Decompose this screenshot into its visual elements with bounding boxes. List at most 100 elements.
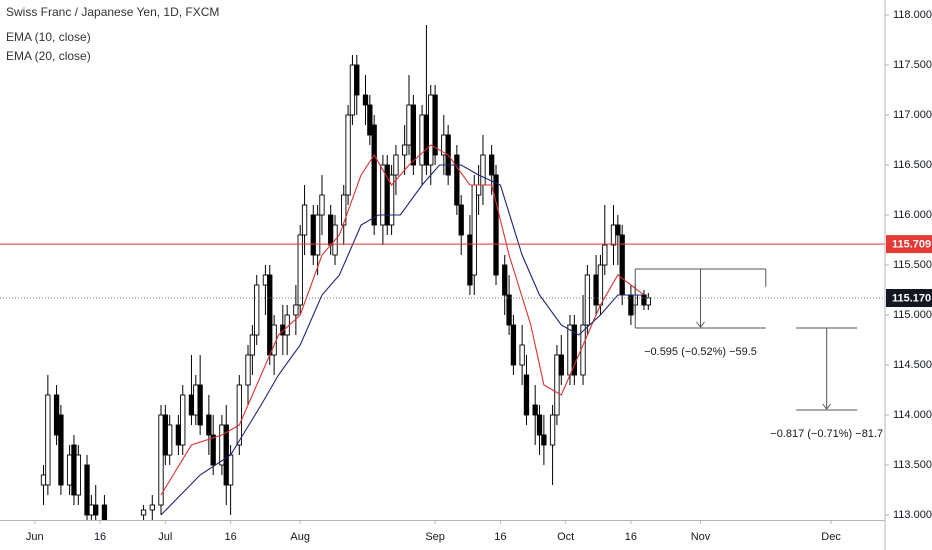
candle-body	[597, 264, 604, 306]
price-label-box	[886, 235, 932, 254]
candle-body	[345, 114, 351, 196]
candle-body	[458, 204, 464, 236]
candle-body	[593, 274, 599, 306]
candle-body	[615, 224, 621, 236]
candle-body	[206, 414, 212, 436]
candle-body	[349, 64, 356, 116]
x-tick-label: Jul	[158, 531, 172, 543]
plot-area	[0, 25, 885, 520]
legend-entry: EMA (10, close)	[6, 30, 91, 44]
candle-body	[314, 214, 321, 256]
candle-body	[519, 344, 525, 366]
candle-body	[354, 64, 360, 96]
candle-body	[610, 224, 617, 246]
candle-body	[297, 234, 303, 306]
candle-body	[432, 94, 438, 156]
measure-arrowhead	[696, 321, 705, 328]
candle-body	[188, 394, 195, 416]
x-tick-label: Sep	[425, 531, 445, 543]
candle-body	[193, 384, 199, 416]
candle-body	[571, 324, 577, 376]
candle-body	[401, 144, 408, 156]
candle-body	[558, 354, 564, 376]
x-tick-label: 16	[625, 531, 637, 543]
y-tick-label: 116.500	[893, 159, 932, 171]
candle-body	[362, 94, 369, 106]
candle-body	[406, 104, 412, 146]
candle-body	[167, 424, 173, 456]
candle-body	[84, 464, 90, 516]
candle-body	[53, 394, 60, 436]
candle-body	[475, 184, 482, 196]
candle-body	[249, 334, 256, 356]
candle-body	[471, 184, 477, 276]
y-tick-label: 115.000	[893, 309, 932, 321]
candle-body	[602, 244, 608, 266]
x-tick-label: Jun	[26, 531, 44, 543]
ema-line	[160, 164, 644, 516]
y-tick-label: 117.500	[893, 59, 932, 71]
measure-label: −0.595 (−0.52%) −59.5	[644, 346, 757, 358]
measure-arrowhead	[822, 403, 832, 410]
candle-body	[328, 214, 334, 246]
candle-body	[319, 194, 325, 216]
candle-body	[502, 264, 508, 296]
candle-body	[341, 194, 347, 226]
candle-body	[645, 297, 651, 306]
candle-body	[267, 274, 273, 356]
x-tick-label: Aug	[290, 531, 310, 543]
x-tick-label: 16	[494, 531, 506, 543]
candle-body	[236, 384, 242, 446]
x-tick-label: 16	[224, 531, 236, 543]
candle-body	[641, 294, 647, 306]
x-tick-label: 16	[94, 531, 106, 543]
candle-body	[380, 164, 386, 226]
candle-body	[149, 504, 155, 511]
candle-body	[541, 434, 547, 446]
y-tick-label: 116.000	[893, 209, 932, 221]
candle-body	[293, 304, 299, 316]
candle-body	[467, 234, 473, 286]
y-tick-label: 113.000	[893, 509, 932, 521]
candle-body	[45, 394, 51, 486]
candle-body	[454, 154, 460, 206]
y-tick-label: 118.000	[893, 9, 932, 21]
candle-body	[75, 454, 81, 496]
candle-body	[262, 274, 269, 286]
candle-body	[162, 414, 168, 456]
candle-body	[71, 444, 77, 496]
x-tick-label: Nov	[691, 531, 711, 543]
candle-body	[367, 104, 373, 136]
candle-body	[40, 474, 47, 486]
candle-body	[584, 274, 591, 326]
y-tick-label: 113.500	[893, 459, 932, 471]
candle-body	[301, 204, 308, 236]
candle-body	[393, 154, 399, 176]
candle-body	[88, 504, 95, 516]
candle-body	[180, 394, 186, 446]
candle-body	[271, 324, 277, 356]
candle-body	[197, 384, 203, 426]
measure-label: −0.817 (−0.71%) −81.7	[770, 428, 883, 440]
candle-body	[371, 124, 377, 226]
candle-body	[175, 424, 182, 446]
candle-body	[536, 414, 543, 436]
candle-body	[245, 354, 251, 386]
candle-body	[480, 154, 486, 186]
candle-body	[493, 174, 499, 276]
candle-body	[227, 454, 234, 486]
y-tick-label: 114.500	[893, 359, 932, 371]
candle-body	[419, 114, 425, 166]
candle-body	[532, 404, 538, 416]
candle-body	[506, 294, 512, 326]
candle-body	[93, 504, 99, 516]
candle-body	[428, 94, 434, 166]
x-tick-label: Oct	[557, 531, 574, 543]
legend-entry: EMA (20, close)	[6, 49, 91, 63]
candle-body	[489, 154, 495, 176]
candle-body	[388, 174, 395, 226]
candle-body	[140, 509, 147, 516]
